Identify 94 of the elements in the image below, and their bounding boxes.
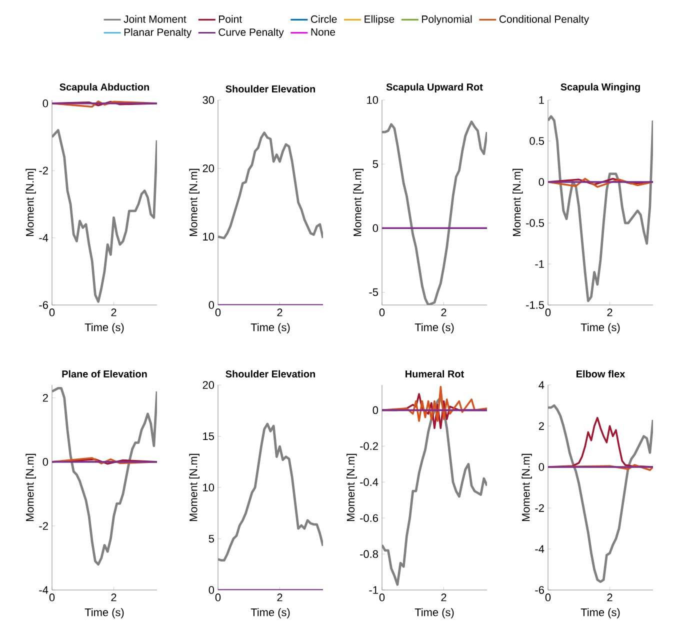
- y-tick-label: 10: [203, 232, 214, 241]
- y-axis-title: Moment [N.m]: [26, 168, 36, 236]
- legend-label: Planar Penalty: [124, 28, 192, 38]
- x-axis-title: Time (s): [84, 323, 124, 334]
- x-tick-label: 2: [607, 594, 612, 602]
- x-axis-title: Time (s): [580, 323, 620, 334]
- y-tick-label: -0.4: [360, 478, 378, 486]
- y-axis-title: Moment [N.m]: [26, 454, 36, 522]
- x-tick-label: 0: [215, 308, 221, 316]
- y-tick-label: 0: [538, 178, 544, 186]
- legend-label: Joint Moment: [124, 15, 186, 23]
- line-series: [218, 422, 323, 562]
- chart-title: Scapula Winging: [560, 83, 640, 93]
- line-series: [382, 386, 487, 422]
- chart-title: Scapula Abduction: [60, 83, 149, 93]
- chart-title: Shoulder Elevation: [226, 85, 315, 93]
- y-axis-title: Moment [N.m]: [522, 454, 532, 522]
- y-axis-title: Moment [N.m]: [512, 168, 523, 236]
- x-axis-title: Time (s): [580, 608, 620, 618]
- y-tick-label: 5: [208, 534, 214, 543]
- x-tick-label: 2: [441, 308, 446, 316]
- y-tick-label: -2: [535, 504, 544, 512]
- x-axis-title: Time (s): [84, 608, 124, 618]
- x-tick-label: 0: [545, 594, 551, 602]
- y-tick-label: -2: [39, 166, 48, 174]
- y-tick-label: -0.6: [360, 514, 378, 522]
- x-tick-label: 0: [49, 308, 55, 316]
- y-tick-label: 10: [367, 96, 378, 104]
- y-tick-label: -0.2: [360, 442, 378, 450]
- y-tick-label: 0: [372, 406, 378, 414]
- x-tick-label: 2: [607, 308, 612, 316]
- x-tick-label: 0: [545, 308, 551, 316]
- legend-label: Circle: [311, 15, 337, 23]
- line-series: [218, 132, 323, 240]
- y-tick-label: -4: [39, 586, 48, 594]
- y-tick-label: 0: [42, 458, 48, 466]
- y-tick-label: -0.5: [526, 219, 544, 227]
- y-tick-label: 4: [538, 381, 544, 389]
- y-tick-label: -1: [369, 586, 378, 594]
- y-tick-label: 20: [202, 164, 214, 172]
- chart-title: Humeral Rot: [406, 370, 464, 378]
- chart-title: Elbow flex: [576, 370, 626, 378]
- chart-title: Scapula Upward Rot: [386, 83, 483, 93]
- x-axis-title: Time (s): [250, 323, 290, 334]
- legend-label: None: [311, 28, 336, 36]
- y-tick-label: -6: [39, 301, 48, 309]
- y-tick-label: 0: [208, 301, 214, 309]
- legend-label: Polynomial: [422, 15, 472, 25]
- y-tick-label: 1: [539, 96, 544, 104]
- line-series: [52, 387, 157, 566]
- y-tick-label: 0: [538, 463, 544, 471]
- chart-title: Plane of Elevation: [62, 370, 147, 378]
- x-axis-title: Time (s): [414, 323, 454, 334]
- y-tick-label: 2: [42, 394, 48, 402]
- line-series: [548, 178, 654, 188]
- y-tick-label: 20: [202, 381, 214, 389]
- y-tick-label: 5: [372, 160, 378, 168]
- y-tick-label: -0.8: [360, 550, 378, 558]
- legend-label: Curve Penalty: [218, 28, 284, 38]
- y-axis-title: Moment [N.m]: [189, 454, 200, 522]
- y-tick-label: -4: [535, 545, 544, 553]
- y-tick-label: 0: [372, 224, 378, 232]
- legend-label: Ellipse: [364, 15, 394, 25]
- y-tick-label: 2: [538, 422, 544, 430]
- y-tick-label: 15: [203, 432, 214, 440]
- x-tick-label: 0: [379, 594, 385, 602]
- x-tick-label: 2: [111, 594, 116, 602]
- y-tick-label: -1.5: [526, 301, 544, 309]
- y-tick-label: 10: [203, 484, 214, 492]
- y-axis-title: Moment [N.m]: [353, 168, 364, 236]
- y-tick-label: 0.5: [530, 137, 544, 145]
- x-axis-title: Time (s): [250, 608, 290, 618]
- line-series: [382, 396, 487, 586]
- y-axis-title: Moment [N.m]: [346, 454, 357, 522]
- x-tick-label: 0: [215, 594, 221, 602]
- y-tick-label: 0: [208, 586, 214, 594]
- legend-label: Point: [219, 15, 242, 23]
- y-axis-title: Moment [N.m]: [189, 168, 200, 236]
- y-tick-label: -5: [369, 288, 378, 296]
- y-tick-label: -1: [535, 260, 544, 268]
- x-tick-label: 2: [277, 308, 282, 316]
- x-tick-label: 2: [277, 594, 282, 602]
- y-tick-label: -2: [39, 522, 48, 530]
- x-tick-label: 2: [441, 594, 446, 602]
- x-tick-label: 2: [111, 308, 116, 316]
- x-axis-title: Time (s): [414, 608, 454, 618]
- legend-label: Conditional Penalty: [499, 15, 590, 25]
- chart-title: Shoulder Elevation: [226, 370, 315, 378]
- x-tick-label: 0: [49, 594, 55, 602]
- y-tick-label: 0: [42, 100, 48, 108]
- y-tick-label: -6: [535, 586, 544, 594]
- x-tick-label: 0: [379, 308, 385, 316]
- y-tick-label: 30: [202, 96, 214, 104]
- y-tick-label: -4: [39, 234, 48, 242]
